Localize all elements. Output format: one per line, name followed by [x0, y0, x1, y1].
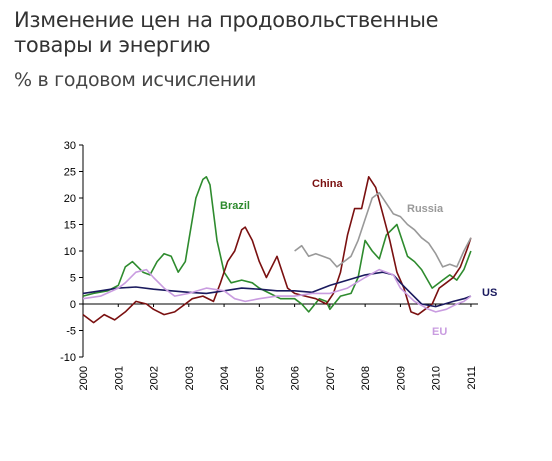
x-tick-label: 2000 — [78, 366, 90, 390]
y-tick-label: 30 — [64, 140, 76, 152]
x-tick-label: 2010 — [431, 366, 443, 390]
y-tick-label: -5 — [66, 326, 76, 338]
y-tick-label: 10 — [64, 246, 76, 258]
y-tick-label: 20 — [64, 193, 76, 205]
y-tick-label: 25 — [64, 167, 76, 179]
chart-subtitle: % в годовом исчислении — [14, 69, 257, 91]
series-label-us: US — [482, 287, 497, 299]
series-label-china: China — [312, 178, 343, 190]
x-tick-label: 2007 — [325, 366, 337, 390]
chart-title: Изменение цен на продовольственные товар… — [14, 8, 439, 57]
series-label-eu: EU — [432, 326, 447, 338]
x-tick-label: 2005 — [254, 366, 266, 390]
x-tick-label: 2002 — [149, 366, 161, 390]
x-tick-label: 2008 — [360, 366, 372, 390]
series-line-us — [82, 271, 472, 308]
x-tick-label: 2003 — [184, 366, 196, 390]
chart-series — [82, 176, 472, 324]
x-tick-label: 2004 — [219, 366, 231, 390]
series-label-brazil: Brazil — [220, 200, 250, 212]
y-tick-label: 0 — [70, 299, 76, 311]
y-tick-label: -10 — [60, 352, 76, 364]
series-label-russia: Russia — [407, 203, 444, 215]
series-line-brazil — [82, 176, 472, 313]
y-tick-label: 15 — [64, 220, 76, 232]
x-tick-label: 2001 — [113, 366, 125, 390]
y-tick-label: 5 — [70, 273, 76, 285]
x-tick-label: 2011 — [466, 366, 478, 390]
series-labels: Brazil China Russia US EU — [220, 178, 497, 338]
series-line-eu — [82, 268, 472, 313]
x-tick-label: 2006 — [290, 366, 302, 390]
chart-axes: -10 -5 0 5 10 15 20 25 30 2000 2001 2002 2003 2004 200… — [60, 140, 478, 390]
series-line-russia — [294, 191, 472, 268]
x-tick-label: 2009 — [395, 366, 407, 390]
series-line-china — [82, 176, 472, 324]
